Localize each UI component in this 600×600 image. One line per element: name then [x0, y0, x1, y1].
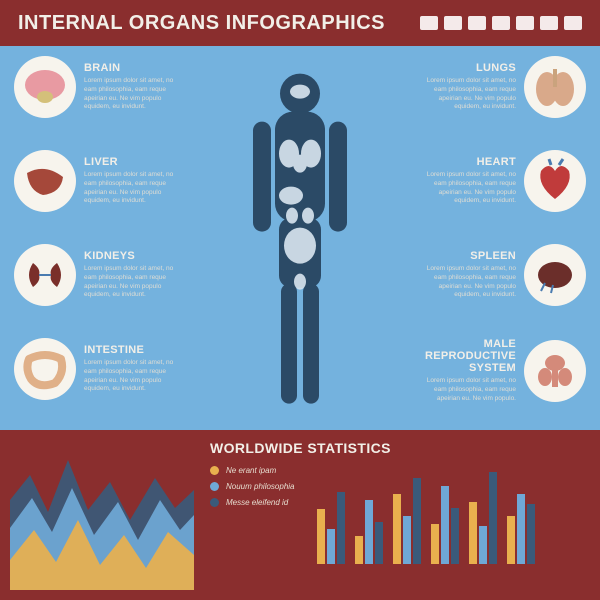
reproductive-icon: [524, 340, 586, 402]
bar: [403, 516, 411, 564]
bar-group: [431, 486, 459, 564]
organ-intestine: INTESTINE Lorem ipsum dolor sit amet, no…: [14, 338, 174, 400]
bar: [507, 516, 515, 564]
intestine-label: INTESTINE: [84, 344, 174, 356]
reproductive-desc: Lorem ipsum dolor sit amet, no eam philo…: [425, 377, 516, 403]
organ-lungs: LUNGS Lorem ipsum dolor sit amet, no eam…: [426, 56, 586, 118]
liver-desc: Lorem ipsum dolor sit amet, no eam philo…: [84, 171, 174, 206]
bar-group: [393, 478, 421, 564]
intestine-icon: [14, 338, 76, 400]
legend-label: Ne erant ipam: [226, 466, 276, 475]
organ-kidneys: KIDNEYS Lorem ipsum dolor sit amet, no e…: [14, 244, 174, 306]
bar: [517, 494, 525, 564]
lungs-desc: Lorem ipsum dolor sit amet, no eam philo…: [426, 77, 516, 112]
header: INTERNAL ORGANS INFOGRAPHICS: [0, 0, 600, 46]
header-organ-icons: [420, 16, 582, 30]
stats-panel: WORLDWIDE STATISTICS Ne erant ipam Nouum …: [0, 430, 600, 600]
spleen-label: SPLEEN: [426, 250, 516, 262]
legend-item: Messe eleifend id: [210, 498, 295, 507]
area-chart: [0, 430, 200, 600]
page-title: INTERNAL ORGANS INFOGRAPHICS: [18, 12, 385, 35]
bar: [393, 494, 401, 564]
area-chart-svg: [10, 440, 194, 590]
lungs-label: LUNGS: [426, 62, 516, 74]
legend-dot: [210, 482, 219, 491]
bar-group: [317, 492, 345, 564]
header-organ-icon: [444, 16, 462, 30]
legend-item: Ne erant ipam: [210, 466, 295, 475]
header-organ-icon: [564, 16, 582, 30]
brain-icon: [14, 56, 76, 118]
spleen-desc: Lorem ipsum dolor sit amet, no eam philo…: [426, 265, 516, 300]
body-svg: [235, 68, 365, 418]
legend: Ne erant ipam Nouum philosophia Messe elei…: [210, 462, 295, 586]
bar: [355, 536, 363, 564]
heart-label: HEART: [426, 156, 516, 168]
main-panel: BRAIN Lorem ipsum dolor sit amet, no eam…: [0, 46, 600, 430]
bar-group: [469, 472, 497, 564]
legend-item: Nouum philosophia: [210, 482, 295, 491]
intestine-desc: Lorem ipsum dolor sit amet, no eam philo…: [84, 359, 174, 394]
organ-spleen: SPLEEN Lorem ipsum dolor sit amet, no ea…: [426, 244, 586, 306]
header-organ-icon: [516, 16, 534, 30]
spleen-icon: [524, 244, 586, 306]
bar: [441, 486, 449, 564]
header-organ-icon: [540, 16, 558, 30]
bar-group: [507, 494, 535, 564]
legend-label: Nouum philosophia: [226, 482, 295, 491]
legend-dot: [210, 498, 219, 507]
brain-label: BRAIN: [84, 62, 174, 74]
heart-desc: Lorem ipsum dolor sit amet, no eam philo…: [426, 171, 516, 206]
bar: [479, 526, 487, 564]
body-silhouette: [235, 68, 365, 423]
bar: [431, 524, 439, 564]
bar: [317, 509, 325, 564]
bar: [489, 472, 497, 564]
infographic-canvas: INTERNAL ORGANS INFOGRAPHICS BRAIN L: [0, 0, 600, 600]
organ-brain: BRAIN Lorem ipsum dolor sit amet, no eam…: [14, 56, 174, 118]
organ-heart: HEART Lorem ipsum dolor sit amet, no eam…: [426, 150, 586, 212]
kidneys-icon: [14, 244, 76, 306]
organ-reproductive: MALE REPRODUCTIVE SYSTEM Lorem ipsum dol…: [426, 338, 586, 403]
legend-label: Messe eleifend id: [226, 498, 288, 507]
liver-icon: [14, 150, 76, 212]
heart-icon: [524, 150, 586, 212]
bar: [327, 529, 335, 564]
kidneys-label: KIDNEYS: [84, 250, 174, 262]
bar: [375, 522, 383, 564]
stats-title: WORLDWIDE STATISTICS: [210, 440, 584, 456]
bar: [337, 492, 345, 564]
bar: [365, 500, 373, 564]
bar: [413, 478, 421, 564]
lungs-icon: [524, 56, 586, 118]
header-organ-icon: [468, 16, 486, 30]
liver-label: LIVER: [84, 156, 174, 168]
reproductive-label: MALE REPRODUCTIVE SYSTEM: [425, 338, 516, 374]
header-organ-icon: [420, 16, 438, 30]
bar-chart: [317, 462, 585, 572]
kidneys-desc: Lorem ipsum dolor sit amet, no eam philo…: [84, 265, 174, 300]
legend-dot: [210, 466, 219, 475]
bar: [451, 508, 459, 564]
bar-group: [355, 500, 383, 564]
brain-desc: Lorem ipsum dolor sit amet, no eam philo…: [84, 77, 174, 112]
organ-liver: LIVER Lorem ipsum dolor sit amet, no eam…: [14, 150, 174, 212]
header-organ-icon: [492, 16, 510, 30]
bar: [527, 504, 535, 564]
bar: [469, 502, 477, 564]
